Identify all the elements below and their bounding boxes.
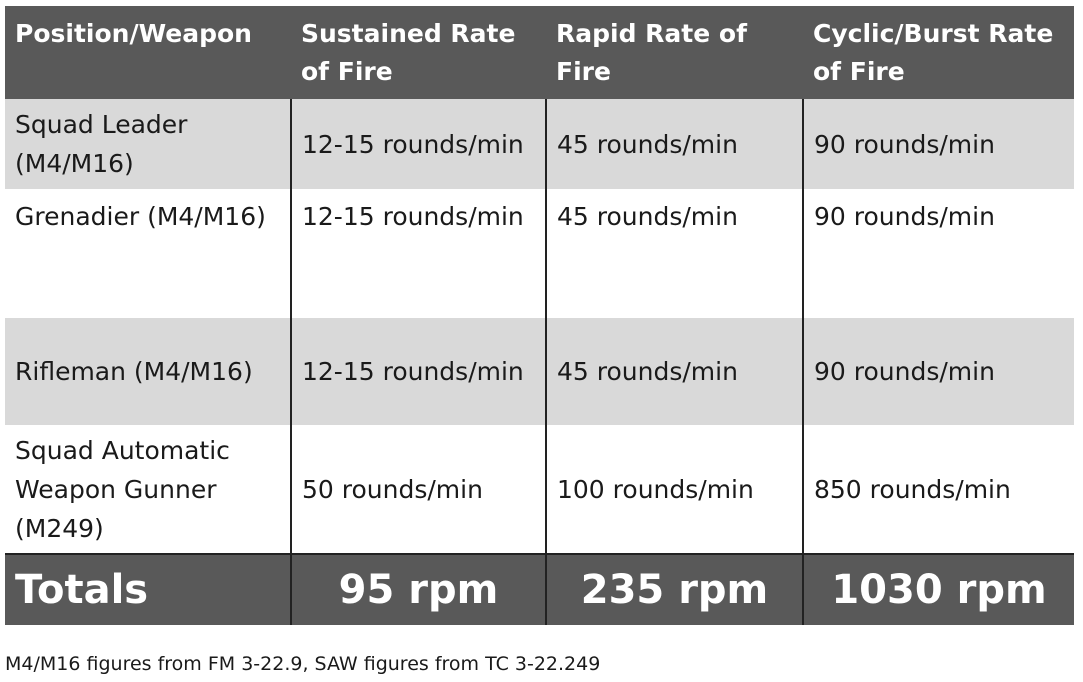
- header-row: Position/Weapon Sustained Rate of Fire R…: [5, 6, 1074, 99]
- header-sustained-rate: Sustained Rate of Fire: [291, 6, 546, 99]
- total-sustained: 95 rpm: [290, 554, 546, 625]
- table-row: Grenadier (M4/M16) 12-15 rounds/min 45 r…: [5, 189, 1074, 318]
- table-row: Squad Leader (M4/M16) 12-15 rounds/min 4…: [5, 99, 1074, 189]
- source-footnote: M4/M16 figures from FM 3-22.9, SAW figur…: [5, 653, 601, 675]
- cell-cyclic: 90 rounds/min: [802, 318, 1074, 425]
- cell-rapid: 45 rounds/min: [545, 189, 803, 318]
- cell-rapid: 100 rounds/min: [545, 425, 803, 555]
- cell-sustained: 12-15 rounds/min: [290, 99, 546, 189]
- cell-position: Grenadier (M4/M16): [5, 189, 291, 318]
- table-row: Squad Automatic Weapon Gunner (M249) 50 …: [5, 425, 1074, 555]
- cell-cyclic: 90 rounds/min: [802, 99, 1074, 189]
- cell-cyclic: 850 rounds/min: [802, 425, 1074, 555]
- totals-row: Totals 95 rpm 235 rpm 1030 rpm: [5, 554, 1074, 625]
- totals-label: Totals: [5, 554, 291, 625]
- total-rapid: 235 rpm: [545, 554, 803, 625]
- cell-position: Squad Automatic Weapon Gunner (M249): [5, 425, 291, 555]
- table-row: Rifleman (M4/M16) 12-15 rounds/min 45 ro…: [5, 318, 1074, 425]
- total-cyclic: 1030 rpm: [802, 554, 1074, 625]
- cell-rapid: 45 rounds/min: [545, 99, 803, 189]
- header-position-weapon: Position/Weapon: [5, 6, 291, 99]
- cell-position: Rifleman (M4/M16): [5, 318, 291, 425]
- cell-position: Squad Leader (M4/M16): [5, 99, 291, 189]
- totals-section: Totals 95 rpm 235 rpm 1030 rpm: [5, 554, 1074, 625]
- cell-sustained: 12-15 rounds/min: [290, 189, 546, 318]
- cell-sustained: 50 rounds/min: [290, 425, 546, 555]
- table-body: Squad Leader (M4/M16) 12-15 rounds/min 4…: [5, 99, 1074, 555]
- header-cyclic-burst-rate: Cyclic/Burst Rate of Fire: [803, 6, 1074, 99]
- cell-sustained: 12-15 rounds/min: [290, 318, 546, 425]
- table-header: Position/Weapon Sustained Rate of Fire R…: [5, 6, 1074, 99]
- cell-rapid: 45 rounds/min: [545, 318, 803, 425]
- rate-of-fire-table: Position/Weapon Sustained Rate of Fire R…: [5, 6, 1074, 625]
- header-rapid-rate: Rapid Rate of Fire: [546, 6, 803, 99]
- cell-cyclic: 90 rounds/min: [802, 189, 1074, 318]
